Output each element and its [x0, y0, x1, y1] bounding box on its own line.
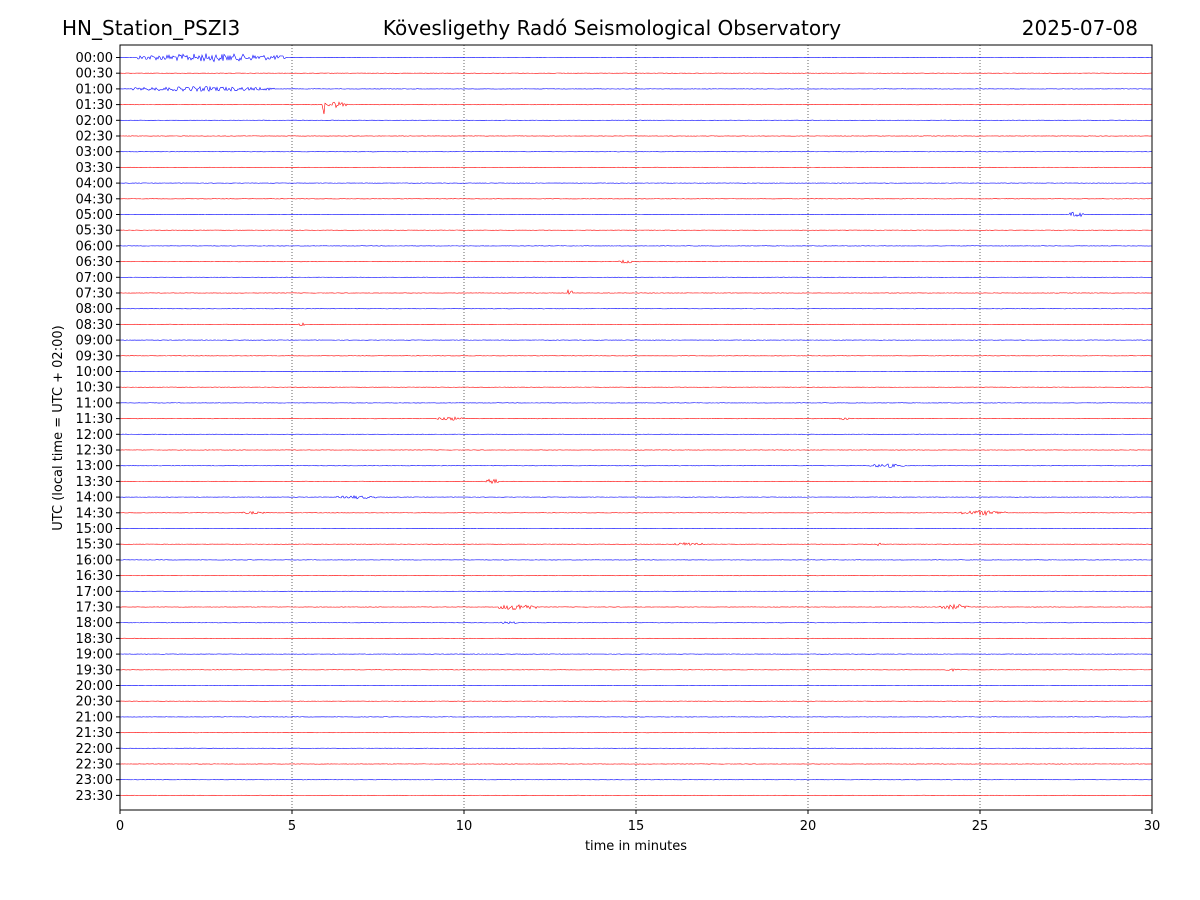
y-tick-label: 05:00 [76, 208, 113, 223]
y-tick-label: 02:00 [76, 114, 113, 129]
trace-0830 [119, 322, 1153, 327]
y-tick-label: 08:30 [76, 318, 113, 333]
trace-1930 [119, 668, 1153, 672]
trace-0000 [119, 53, 1153, 63]
record-date: 2025-07-08 [1021, 16, 1138, 40]
y-tick-label: 01:30 [76, 98, 113, 113]
x-axis-label: time in minutes [585, 839, 687, 854]
seismogram-traces [119, 53, 1153, 796]
y-tick-label: 07:30 [76, 287, 113, 302]
y-tick-label: 22:30 [76, 758, 113, 773]
y-tick-label: 07:00 [76, 271, 113, 286]
trace-0730 [119, 289, 1153, 295]
y-tick-label: 12:00 [76, 428, 113, 443]
x-tick-label: 15 [628, 819, 645, 834]
y-tick-label: 00:00 [76, 51, 113, 66]
x-axis-ticks: 0 5 10 15 20 25 30 [116, 810, 1160, 834]
trace-1430 [119, 510, 1153, 517]
y-tick-label: 13:00 [76, 459, 113, 474]
y-tick-label: 08:00 [76, 302, 113, 317]
y-tick-label: 20:30 [76, 695, 113, 710]
y-tick-label: 11:00 [76, 396, 113, 411]
y-tick-label: 03:30 [76, 161, 113, 176]
y-tick-label: 21:30 [76, 726, 113, 741]
x-tick-label: 0 [116, 819, 124, 834]
trace-0130 [119, 101, 1153, 115]
y-tick-label: 04:30 [76, 192, 113, 207]
y-tick-label: 21:00 [76, 710, 113, 725]
y-tick-label: 17:30 [76, 601, 113, 616]
y-tick-label: 03:00 [76, 145, 113, 160]
y-tick-label: 23:00 [76, 773, 113, 788]
x-tick-label: 25 [972, 819, 989, 834]
y-tick-label: 19:30 [76, 663, 113, 678]
y-tick-label: 15:00 [76, 522, 113, 537]
y-tick-label: 22:00 [76, 742, 113, 757]
y-tick-label: 06:00 [76, 239, 113, 254]
y-axis-label: UTC (local time = UTC + 02:00) [51, 325, 66, 530]
y-tick-label: 14:00 [76, 491, 113, 506]
y-tick-label: 17:00 [76, 585, 113, 600]
trace-1400 [119, 495, 1153, 500]
y-tick-label: 12:30 [76, 444, 113, 459]
y-tick-label: 14:30 [76, 506, 113, 521]
y-tick-label: 16:00 [76, 553, 113, 568]
vertical-grid [291, 45, 981, 810]
y-tick-label: 18:30 [76, 632, 113, 647]
y-tick-label: 02:30 [76, 130, 113, 145]
y-tick-label: 06:30 [76, 255, 113, 270]
y-tick-label: 10:00 [76, 365, 113, 380]
y-tick-label: 16:30 [76, 569, 113, 584]
y-tick-label: 04:00 [76, 177, 113, 192]
x-tick-label: 10 [456, 819, 473, 834]
y-tick-label: 15:30 [76, 538, 113, 553]
y-tick-label: 10:30 [76, 381, 113, 396]
trace-1300 [119, 463, 1153, 468]
trace-1530 [119, 542, 1153, 547]
trace-0100 [119, 85, 1153, 92]
trace-1730 [119, 603, 1153, 611]
station-name: HN_Station_PSZI3 [62, 16, 241, 40]
y-tick-label: 11:30 [76, 412, 113, 427]
trace-1800 [119, 621, 1153, 624]
x-tick-label: 5 [288, 819, 296, 834]
y-tick-label: 23:30 [76, 789, 113, 804]
trace-1130 [119, 416, 1153, 421]
x-tick-label: 30 [1144, 819, 1161, 834]
y-tick-label: 20:00 [76, 679, 113, 694]
y-tick-label: 05:30 [76, 224, 113, 239]
y-tick-label: 19:00 [76, 648, 113, 663]
y-tick-label: 18:00 [76, 616, 113, 631]
trace-1330 [119, 478, 1153, 485]
y-tick-label: 09:30 [76, 349, 113, 364]
x-tick-label: 20 [800, 819, 817, 834]
trace-0500 [119, 211, 1153, 218]
trace-0630 [119, 259, 1153, 264]
y-axis-ticks: 00:0000:3001:0001:3002:0002:3003:0003:30… [76, 51, 120, 804]
y-tick-label: 00:30 [76, 67, 113, 82]
y-tick-label: 01:00 [76, 82, 113, 97]
y-tick-label: 13:30 [76, 475, 113, 490]
observatory-title: Kövesligethy Radó Seismological Observat… [382, 16, 842, 40]
y-tick-label: 09:00 [76, 334, 113, 349]
